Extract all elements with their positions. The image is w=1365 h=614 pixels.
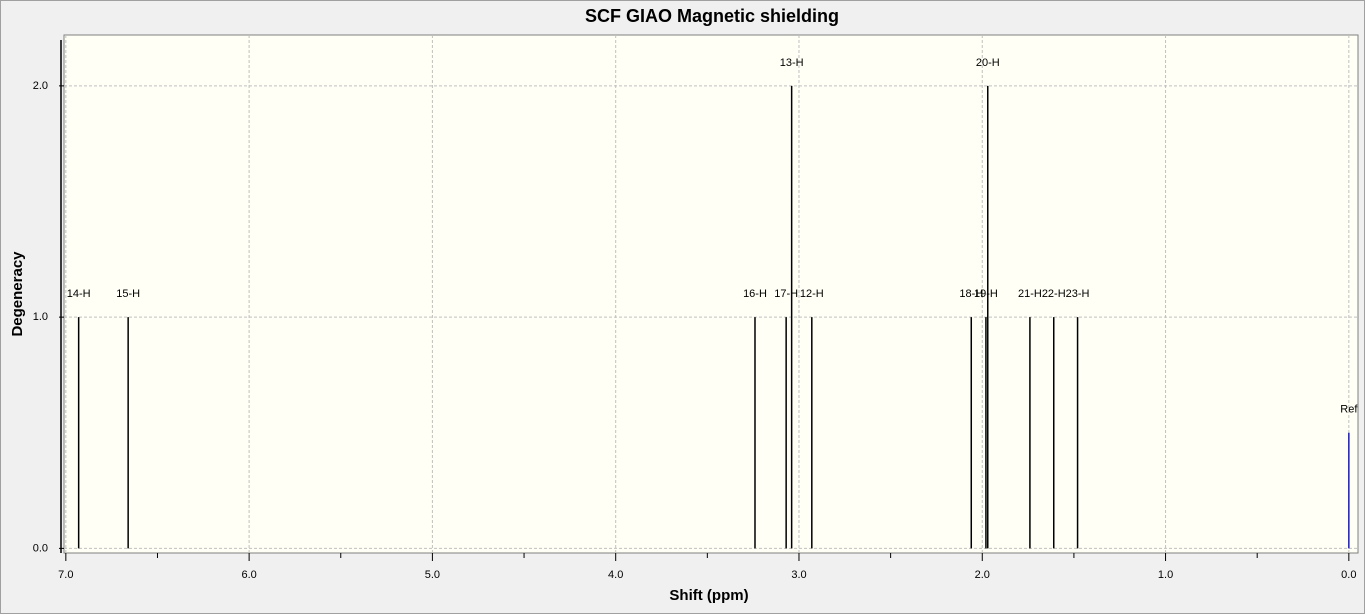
y-tick-label: 0.0 <box>33 542 48 554</box>
plot-area <box>63 34 1359 554</box>
peak-label: 18-H <box>959 288 983 300</box>
peak-label: 20-H <box>976 57 1000 69</box>
y-axis-label: Degeneracy <box>9 251 26 337</box>
x-axis-label: Shift (ppm) <box>669 587 748 604</box>
x-tick-label: 6.0 <box>241 569 256 581</box>
x-tick-label: 3.0 <box>791 569 806 581</box>
peak-label: 22-H <box>1042 288 1066 300</box>
peak-label: 13-H <box>780 57 804 69</box>
x-tick-label: 2.0 <box>975 569 990 581</box>
peak-label: 15-H <box>116 288 140 300</box>
reference-label: Ref <box>1340 404 1358 416</box>
peak-label: 19-H <box>974 288 998 300</box>
chart-title: SCF GIAO Magnetic shielding <box>585 6 839 26</box>
y-tick-label: 2.0 <box>33 80 48 92</box>
x-tick-label: 1.0 <box>1158 569 1173 581</box>
peak-label: 21-H <box>1018 288 1042 300</box>
x-tick-label: 0.0 <box>1341 569 1356 581</box>
peak-label: 17-H <box>774 288 798 300</box>
x-tick-label: 7.0 <box>58 569 73 581</box>
peak-label: 14-H <box>67 288 91 300</box>
peak-label: 12-H <box>800 288 824 300</box>
peak-label: 23-H <box>1066 288 1090 300</box>
y-tick-label: 1.0 <box>33 311 48 323</box>
x-tick-label: 4.0 <box>608 569 623 581</box>
x-tick-label: 5.0 <box>425 569 440 581</box>
peak-label: 16-H <box>743 288 767 300</box>
